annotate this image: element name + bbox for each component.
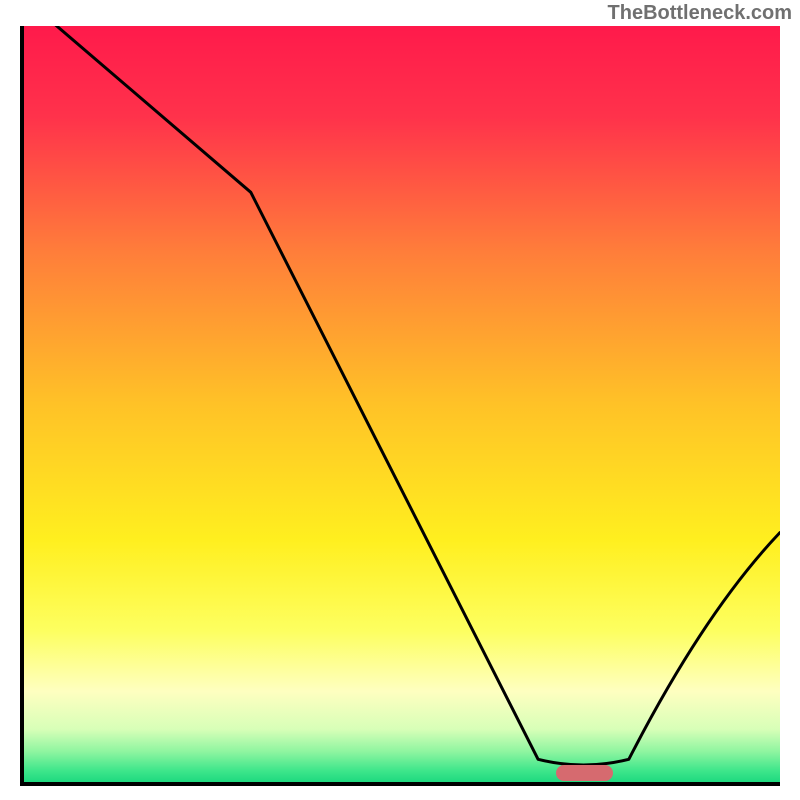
curve-path xyxy=(39,26,780,765)
watermark-text: TheBottleneck.com xyxy=(608,2,792,25)
optimal-marker xyxy=(556,765,613,781)
plot-area xyxy=(20,26,780,786)
bottleneck-chart xyxy=(20,26,780,786)
bottleneck-curve xyxy=(24,26,780,782)
